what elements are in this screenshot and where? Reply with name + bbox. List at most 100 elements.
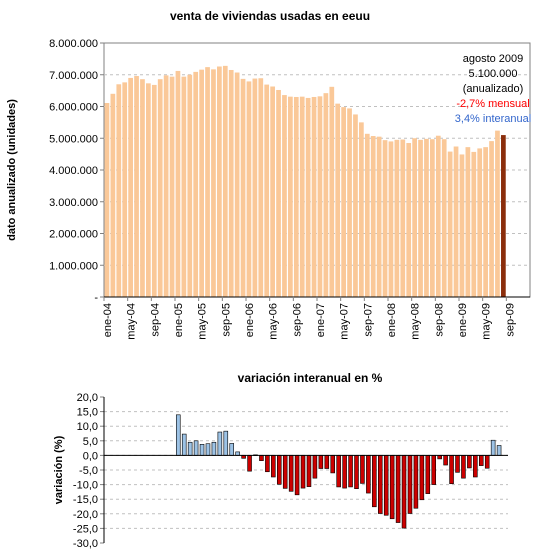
top-bar	[424, 138, 429, 297]
top-bar	[418, 139, 423, 297]
top-bar	[234, 72, 240, 297]
top-x-tick-label: ene-09	[457, 303, 469, 337]
bottom-bar	[413, 455, 419, 509]
top-x-tick-label: sep-05	[220, 303, 232, 337]
top-chart: venta de viviendas usadas en eeuu dato a…	[6, 9, 531, 340]
top-x-tick-label: may-05	[197, 303, 209, 340]
bottom-bar	[383, 455, 389, 516]
top-bar	[353, 114, 358, 297]
annotation-yearly-change: 3,4% interanual	[455, 113, 531, 125]
bottom-plot-area: 20,0 15,0 10,0 5,0 0,0 -5,0 -10,0 -15,0 -20,0 -25…	[73, 392, 508, 550]
top-bar	[435, 135, 441, 297]
bottom-bar	[449, 455, 454, 485]
top-x-tick-label: may-06	[268, 303, 280, 340]
top-bar	[116, 84, 122, 298]
top-bar	[441, 139, 447, 297]
bottom-bar	[366, 455, 371, 494]
bottom-bar	[294, 455, 300, 496]
top-bar	[329, 86, 335, 297]
top-bar	[293, 96, 299, 297]
top-y-tick-label: 8.000.000	[49, 38, 98, 50]
top-bar	[222, 65, 228, 297]
top-bar	[217, 66, 222, 298]
top-bar	[193, 71, 199, 297]
top-y-tick-label: 1.000.000	[49, 260, 98, 272]
top-x-tick-label: ene-07	[315, 303, 327, 337]
bottom-bar	[389, 455, 395, 520]
top-bar	[370, 136, 376, 297]
top-bar	[347, 108, 352, 297]
bottom-y-tick-label: -30,0	[73, 538, 98, 550]
top-bar	[282, 95, 287, 297]
top-y-tick-label: 6.000.000	[49, 102, 98, 114]
top-annotation-box: agosto 2009 5.100.000 (anualizado) -2,7%…	[455, 53, 531, 125]
annotation-date: agosto 2009	[463, 53, 524, 65]
bottom-y-tick-label: 0,0	[83, 450, 98, 462]
bottom-y-tick-label: 15,0	[77, 407, 98, 419]
bottom-bar	[271, 455, 276, 478]
bottom-bar	[478, 455, 484, 466]
bottom-y-tick-label: 5,0	[83, 436, 98, 448]
bottom-bar	[247, 455, 252, 472]
top-bar	[483, 147, 488, 297]
top-x-tick-label: sep-09	[504, 303, 516, 337]
top-y-tick-label: 7.000.000	[49, 70, 98, 82]
bottom-bar	[235, 451, 240, 456]
top-bar	[104, 103, 110, 297]
bottom-chart-y-axis-label: variación (%)	[53, 435, 65, 504]
top-bar	[477, 148, 483, 297]
bottom-y-tick-label: 10,0	[77, 421, 98, 433]
top-bar	[430, 139, 435, 297]
top-bar	[406, 143, 412, 297]
top-bar	[305, 97, 311, 298]
top-x-tick-label: sep-07	[362, 303, 374, 337]
bottom-bar	[490, 439, 496, 456]
bottom-bar	[175, 414, 181, 456]
bottom-chart: variación interanual en % variación (%) …	[53, 371, 508, 550]
top-bar	[199, 69, 204, 297]
top-bar	[471, 151, 477, 297]
bottom-chart-title: variación interanual en %	[238, 371, 383, 385]
bottom-bar	[181, 433, 187, 456]
bottom-bar	[324, 455, 330, 469]
top-x-tick-label: ene-04	[102, 303, 114, 337]
top-y-tick-label: -	[94, 292, 98, 304]
top-bar	[163, 75, 169, 297]
top-bar	[128, 77, 133, 297]
top-bar	[264, 84, 270, 297]
top-bar	[299, 96, 305, 297]
bottom-bar	[199, 444, 205, 456]
top-x-tick-label: may-09	[481, 303, 493, 340]
bottom-bar	[354, 455, 359, 489]
top-y-tick-label: 3.000.000	[49, 197, 98, 209]
top-x-tick-label: may-08	[410, 303, 422, 340]
bottom-bar	[467, 455, 472, 469]
top-bar	[341, 107, 346, 297]
bottom-bar	[211, 441, 217, 456]
top-bar	[134, 76, 139, 298]
top-bar	[258, 78, 264, 298]
bottom-bar	[336, 455, 341, 488]
bottom-bar	[282, 455, 288, 489]
annotation-monthly-change: -2,7% mensual	[456, 98, 529, 110]
top-bar	[447, 151, 453, 297]
bottom-bar	[288, 455, 294, 492]
top-y-tick-label: 5.000.000	[49, 133, 98, 145]
bottom-bar	[377, 455, 383, 514]
top-bar	[459, 154, 465, 297]
top-bar	[175, 70, 181, 297]
top-y-tick-label: 4.000.000	[49, 165, 98, 177]
bottom-bar	[401, 455, 407, 529]
bottom-bar	[484, 455, 490, 469]
top-bar	[122, 82, 128, 298]
bottom-bar	[455, 455, 460, 473]
top-bar	[394, 139, 400, 297]
top-bar	[335, 103, 341, 297]
top-bar	[489, 141, 494, 297]
top-bar	[376, 136, 382, 297]
bottom-bar	[431, 455, 437, 485]
top-x-tick-label: may-04	[126, 303, 138, 340]
bottom-bar	[318, 455, 324, 469]
bottom-y-tick-label: -5,0	[79, 465, 98, 477]
top-x-tick-label: ene-06	[244, 303, 256, 337]
